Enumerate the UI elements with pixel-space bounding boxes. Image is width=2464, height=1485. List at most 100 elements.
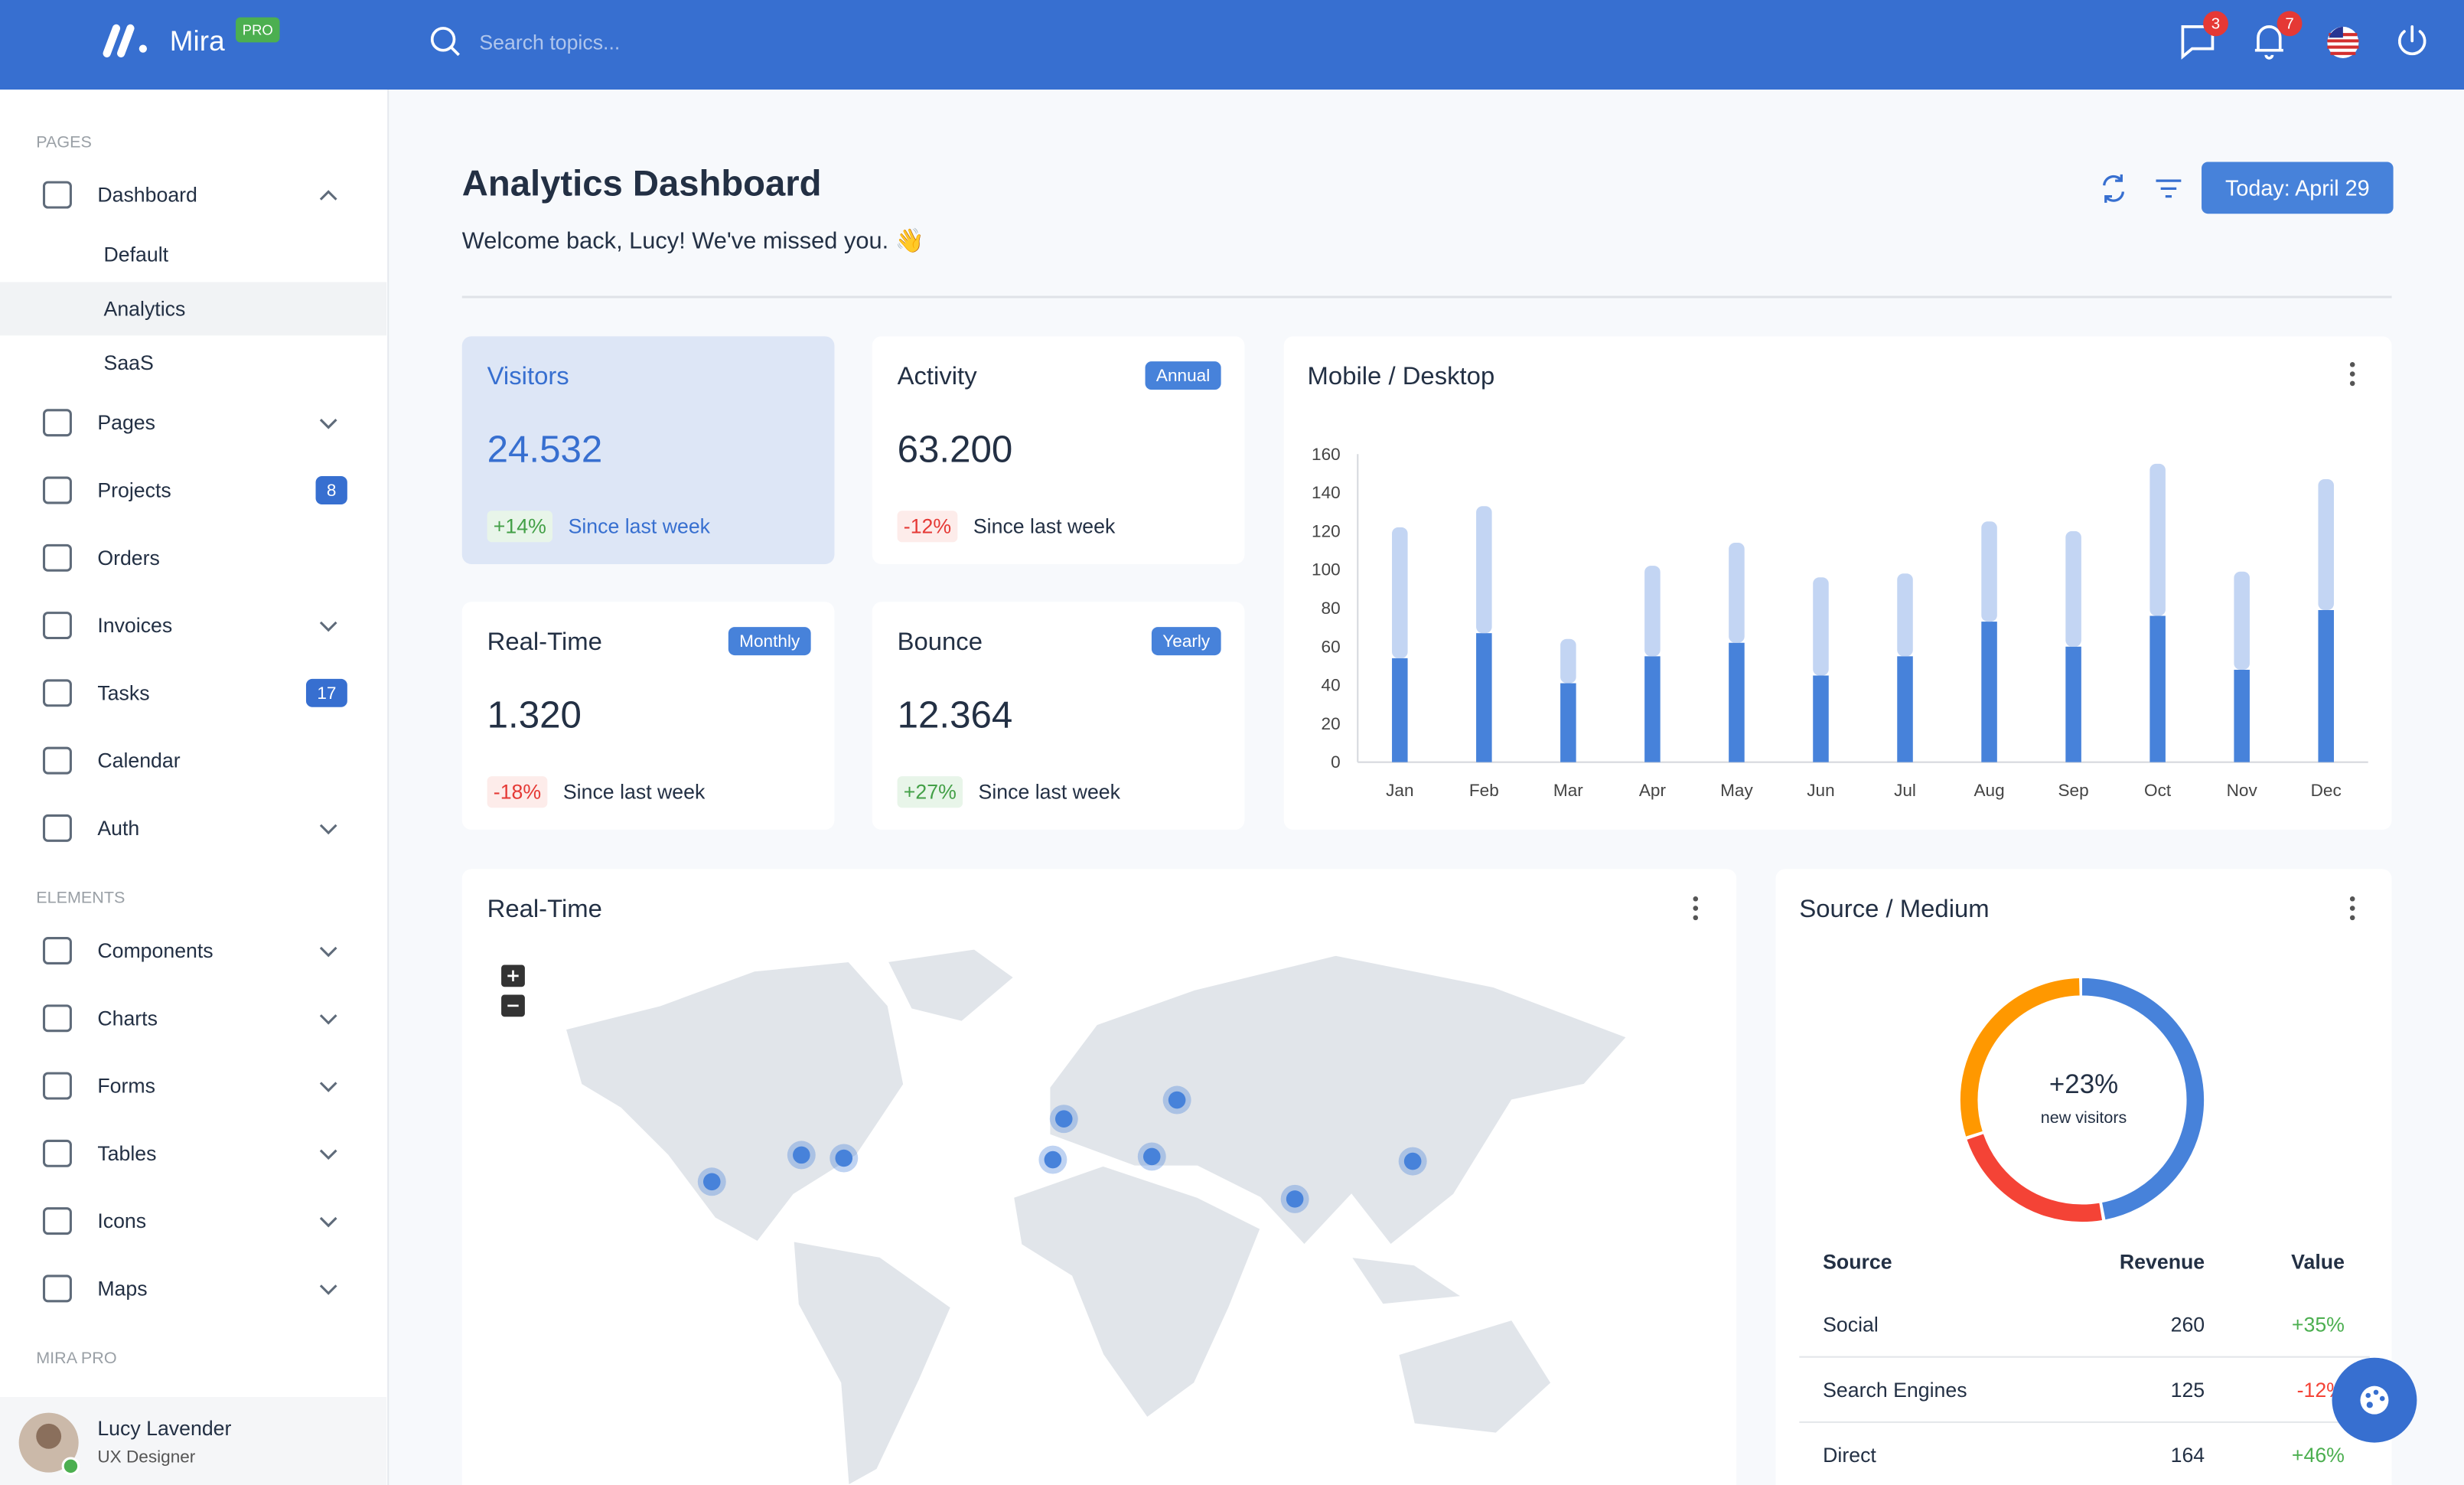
more-menu[interactable] bbox=[2349, 896, 2355, 921]
table-cell: +46% bbox=[2292, 1444, 2345, 1467]
nav-item[interactable]: Calendar bbox=[97, 749, 180, 772]
nav-item[interactable]: Maps bbox=[97, 1277, 147, 1300]
page-subtitle: Welcome back, Lucy! We've missed you. 👋 bbox=[462, 227, 924, 255]
card-title: Real-Time bbox=[487, 894, 602, 922]
bar bbox=[2065, 646, 2081, 762]
page-title: Analytics Dashboard bbox=[462, 164, 822, 204]
language-flag[interactable] bbox=[2327, 26, 2359, 58]
nav-item[interactable]: Icons bbox=[97, 1209, 146, 1232]
bar bbox=[1729, 542, 1745, 643]
bar bbox=[1981, 521, 1997, 622]
nav-item[interactable]: Invoices bbox=[97, 614, 172, 637]
doughnut-segment bbox=[1960, 977, 2205, 1222]
notifications-badge bbox=[2277, 11, 2303, 37]
bar bbox=[1813, 577, 1829, 676]
chevron bbox=[319, 419, 337, 429]
user-name: Lucy Lavender bbox=[97, 1417, 231, 1440]
nav-item[interactable]: Components bbox=[97, 939, 213, 962]
bar bbox=[2234, 669, 2250, 762]
nav-icon bbox=[42, 1139, 72, 1167]
y-tick-label: 160 bbox=[1312, 445, 1341, 464]
table-header: Revenue bbox=[2120, 1250, 2205, 1273]
more-menu[interactable] bbox=[2349, 361, 2355, 387]
x-tick-label: May bbox=[1720, 781, 1753, 800]
donut-center-label: new visitors bbox=[2041, 1108, 2127, 1127]
brand: Mira bbox=[170, 25, 225, 57]
nav-item[interactable]: Dashboard bbox=[97, 184, 197, 207]
nav-item[interactable]: Tables bbox=[97, 1142, 156, 1165]
nav-item[interactable]: Charts bbox=[97, 1007, 158, 1030]
user-role: UX Designer bbox=[97, 1447, 195, 1467]
stat-chip bbox=[1151, 627, 1221, 656]
nav-item[interactable]: Forms bbox=[97, 1075, 155, 1098]
bar bbox=[1392, 527, 1408, 658]
stat-title: Activity bbox=[898, 361, 978, 390]
nav-icon bbox=[42, 1004, 72, 1033]
x-tick-label: Sep bbox=[2058, 781, 2089, 800]
bar bbox=[1644, 566, 1661, 657]
nav-item[interactable]: Orders bbox=[97, 547, 160, 570]
bar bbox=[2318, 478, 2334, 610]
bar bbox=[1644, 656, 1661, 762]
sidebar-nav: PAGES Dashboard Default Analytics SaaS Pages P… bbox=[0, 132, 387, 1367]
card-title: Mobile / Desktop bbox=[1308, 361, 1495, 390]
filter-icon[interactable] bbox=[2156, 179, 2182, 198]
x-tick-label: Feb bbox=[1469, 781, 1499, 800]
table-header: Value bbox=[2291, 1250, 2345, 1273]
table-cell: 125 bbox=[2171, 1379, 2205, 1402]
stat-chip-text: Monthly bbox=[739, 632, 800, 651]
bar bbox=[1392, 658, 1408, 762]
x-tick-label: Oct bbox=[2144, 781, 2172, 800]
chevron bbox=[319, 190, 337, 201]
nav-subitem[interactable]: Default bbox=[104, 243, 169, 266]
nav-icon bbox=[42, 814, 72, 842]
x-tick-label: Apr bbox=[1639, 781, 1667, 800]
date-button[interactable] bbox=[2202, 162, 2394, 214]
nav-icon bbox=[42, 409, 72, 437]
stat-card bbox=[872, 336, 1245, 564]
doughnut-segment bbox=[1960, 977, 2205, 1222]
table-cell: Direct bbox=[1823, 1444, 1876, 1467]
stat-caption: Since last week bbox=[979, 781, 1121, 804]
search-input[interactable]: Search topics... bbox=[479, 31, 620, 54]
nav-icon bbox=[42, 543, 72, 572]
y-tick-label: 0 bbox=[1331, 752, 1341, 772]
section-label: PAGES bbox=[36, 132, 92, 151]
refresh-icon[interactable] bbox=[2103, 174, 2125, 203]
nav-icon bbox=[42, 746, 72, 775]
pro-badge-text: PRO bbox=[243, 22, 273, 38]
bar bbox=[1729, 642, 1745, 762]
notifications-icon[interactable] bbox=[2254, 25, 2283, 60]
nav-subitem[interactable]: SaaS bbox=[104, 351, 154, 374]
bar bbox=[1981, 622, 1997, 762]
chevron bbox=[319, 1216, 337, 1228]
x-tick-label: Dec bbox=[2311, 781, 2342, 800]
stat-change: +14% bbox=[494, 515, 546, 538]
nav-item[interactable]: Tasks bbox=[97, 681, 149, 704]
nav-icon bbox=[42, 679, 72, 707]
search-icon[interactable] bbox=[430, 27, 460, 57]
date-button-text[interactable]: Today: April 29 bbox=[2225, 176, 2370, 201]
table-header: Source bbox=[1823, 1250, 1892, 1273]
nav-item[interactable]: Pages bbox=[97, 411, 155, 434]
card bbox=[1283, 336, 2392, 830]
top-bar bbox=[0, 0, 2464, 90]
nav-badge bbox=[315, 476, 347, 504]
nav-item[interactable]: Auth bbox=[97, 817, 139, 840]
doughnut-segment bbox=[1960, 977, 2205, 1222]
x-tick-label: Jun bbox=[1807, 781, 1834, 800]
power-icon[interactable] bbox=[2398, 25, 2427, 56]
card-title: Source / Medium bbox=[1799, 894, 1989, 922]
bar bbox=[1897, 656, 1913, 762]
bar bbox=[2234, 571, 2250, 670]
nav-icon bbox=[42, 1072, 72, 1100]
messages-count: 3 bbox=[2211, 15, 2220, 32]
nav-item[interactable]: Projects bbox=[97, 479, 171, 502]
stat-change: +27% bbox=[904, 781, 957, 804]
donut-center-value: +23% bbox=[2049, 1069, 2118, 1099]
nav-subitem[interactable]: Analytics bbox=[104, 297, 186, 320]
notifications-count: 7 bbox=[2285, 15, 2293, 32]
more-menu[interactable] bbox=[1693, 896, 1699, 921]
nav-icon bbox=[42, 476, 72, 504]
chevron bbox=[319, 946, 337, 958]
